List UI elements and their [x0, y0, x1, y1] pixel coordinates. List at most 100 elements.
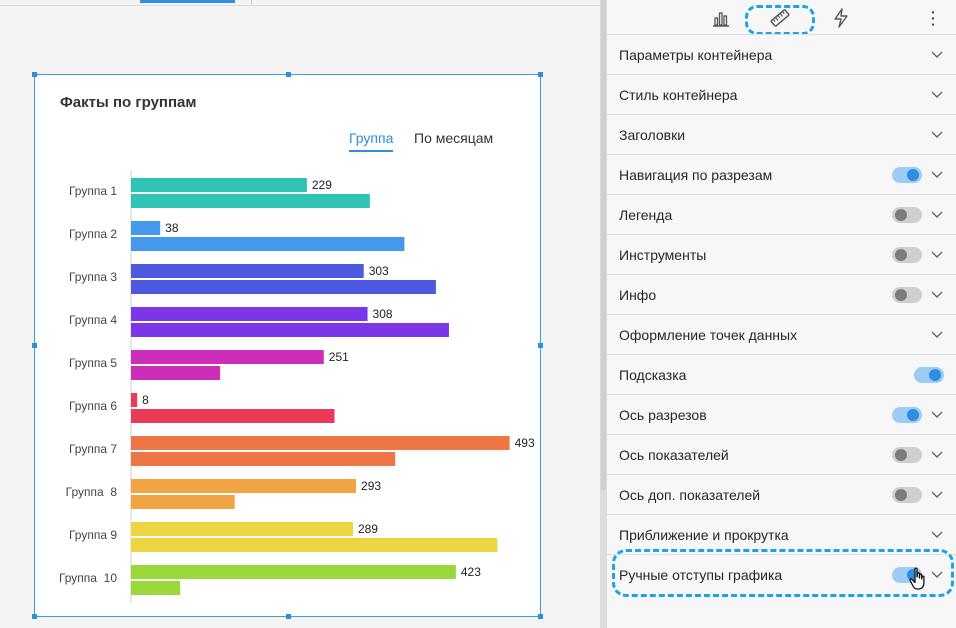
- bar-value-label: 229: [312, 178, 332, 192]
- chevron-down-icon[interactable]: [930, 407, 944, 421]
- panel-splitter[interactable]: [600, 0, 607, 628]
- section-toggle[interactable]: [892, 407, 922, 423]
- settings-section-row[interactable]: Инфо: [607, 274, 956, 314]
- settings-section-row[interactable]: Приближение и прокрутка: [607, 514, 956, 554]
- section-toggle[interactable]: [914, 367, 944, 383]
- toggle-knob: [895, 209, 907, 221]
- chevron-down-icon[interactable]: [930, 287, 944, 301]
- resize-handle-right[interactable]: [538, 343, 543, 348]
- bar-value-label: 303: [369, 264, 389, 278]
- toggle-knob: [895, 489, 907, 501]
- settings-section-row[interactable]: Заголовки: [607, 114, 956, 154]
- chevron-down-icon[interactable]: [930, 327, 944, 341]
- settings-section-row[interactable]: Ось доп. показателей: [607, 474, 956, 514]
- category-label: Группа 6: [69, 399, 117, 413]
- bar-value-label: 251: [329, 350, 349, 364]
- bar-value-label: 293: [361, 479, 381, 493]
- bar-series-2[interactable]: [131, 323, 449, 337]
- tab-separator: [251, 0, 252, 5]
- tab-group[interactable]: Группа: [349, 130, 394, 152]
- section-toggle[interactable]: [892, 447, 922, 463]
- category-label: Группа 10: [59, 571, 117, 585]
- bar-series-2[interactable]: [131, 366, 221, 380]
- resize-handle-top-left[interactable]: [32, 72, 37, 77]
- panel-toolbar: ⋮: [607, 0, 956, 35]
- settings-section-row[interactable]: Ось показателей: [607, 434, 956, 474]
- section-toggle[interactable]: [892, 247, 922, 263]
- resize-handle-top[interactable]: [286, 72, 291, 77]
- bar-series-2[interactable]: [131, 409, 335, 423]
- bar-series-2[interactable]: [131, 237, 405, 251]
- bar-chart-icon[interactable]: [709, 6, 733, 30]
- hand-cursor-icon: [908, 567, 928, 591]
- bar-series-2[interactable]: [131, 538, 498, 552]
- bar-series-2[interactable]: [131, 452, 396, 466]
- bar-series-2[interactable]: [131, 495, 235, 509]
- chevron-down-icon[interactable]: [930, 127, 944, 141]
- bar-series-1[interactable]: [131, 393, 138, 407]
- section-toggle[interactable]: [892, 287, 922, 303]
- chevron-down-icon[interactable]: [930, 167, 944, 181]
- category-label: Группа 5: [69, 356, 117, 370]
- bar-value-label: 8: [142, 393, 149, 407]
- chevron-down-icon[interactable]: [930, 527, 944, 541]
- bar-series-2[interactable]: [131, 194, 370, 208]
- chevron-down-icon[interactable]: [930, 447, 944, 461]
- bar-series-1[interactable]: [131, 221, 161, 235]
- resize-handle-top-right[interactable]: [538, 72, 543, 77]
- section-label: Легенда: [619, 206, 673, 223]
- bar-series-2[interactable]: [131, 280, 436, 294]
- resize-handle-bottom[interactable]: [286, 614, 291, 619]
- bar-series-1[interactable]: [131, 436, 510, 450]
- bar-series-1[interactable]: [131, 264, 364, 278]
- chevron-down-icon[interactable]: [930, 487, 944, 501]
- section-label: Оформление точек данных: [619, 326, 798, 343]
- bar-series-2[interactable]: [131, 581, 181, 595]
- toggle-knob: [929, 369, 941, 381]
- section-toggle[interactable]: [892, 487, 922, 503]
- settings-section-row[interactable]: Инструменты: [607, 234, 956, 274]
- chevron-down-icon[interactable]: [930, 207, 944, 221]
- chart-title: Факты по группам: [60, 94, 197, 111]
- resize-handle-bottom-right[interactable]: [538, 614, 543, 619]
- section-label: Параметры контейнера: [619, 46, 773, 63]
- bar-series-1[interactable]: [131, 307, 368, 321]
- bar-value-label: 38: [165, 221, 179, 235]
- resize-handle-left[interactable]: [32, 343, 37, 348]
- category-label: Группа 8: [66, 485, 118, 499]
- settings-section-row[interactable]: Параметры контейнера: [607, 34, 956, 74]
- settings-section-row[interactable]: Стиль контейнера: [607, 74, 956, 114]
- chevron-down-icon[interactable]: [930, 567, 944, 581]
- bar-series-1[interactable]: [131, 565, 456, 579]
- bar-series-1[interactable]: [131, 522, 353, 536]
- more-vertical-icon[interactable]: ⋮: [924, 8, 942, 28]
- bar-series-1[interactable]: [131, 350, 324, 364]
- category-label: Группа 9: [69, 528, 117, 542]
- settings-section-row[interactable]: Подсказка: [607, 354, 956, 394]
- chart-widget[interactable]: Факты по группам Группа По месяцам Групп…: [32, 72, 543, 619]
- section-label: Инструменты: [619, 246, 707, 263]
- settings-section-row[interactable]: Легенда: [607, 194, 956, 234]
- chevron-down-icon[interactable]: [930, 47, 944, 61]
- category-label: Группа 1: [69, 184, 117, 198]
- splitter-grip[interactable]: [601, 0, 606, 490]
- section-toggle[interactable]: [892, 167, 922, 183]
- resize-handle-bottom-left[interactable]: [32, 614, 37, 619]
- tab-by-months[interactable]: По месяцам: [414, 130, 494, 146]
- bar-series-1[interactable]: [131, 178, 307, 192]
- category-label: Группа 7: [69, 442, 117, 456]
- chevron-down-icon[interactable]: [930, 247, 944, 261]
- chevron-down-icon[interactable]: [930, 87, 944, 101]
- settings-section-row[interactable]: Ось разрезов: [607, 394, 956, 434]
- toggle-knob: [895, 449, 907, 461]
- ruler-icon[interactable]: [768, 6, 792, 30]
- bar-series-1[interactable]: [131, 479, 357, 493]
- highlight-toolbar-ruler: [745, 5, 815, 35]
- settings-section-row[interactable]: Навигация по разрезам: [607, 154, 956, 194]
- lightning-icon[interactable]: [829, 6, 853, 30]
- settings-section-row[interactable]: Оформление точек данных: [607, 314, 956, 354]
- section-toggle[interactable]: [892, 207, 922, 223]
- section-label: Ось доп. показателей: [619, 486, 761, 503]
- section-label: Приближение и прокрутка: [619, 526, 789, 543]
- category-label: Группа 3: [69, 270, 117, 284]
